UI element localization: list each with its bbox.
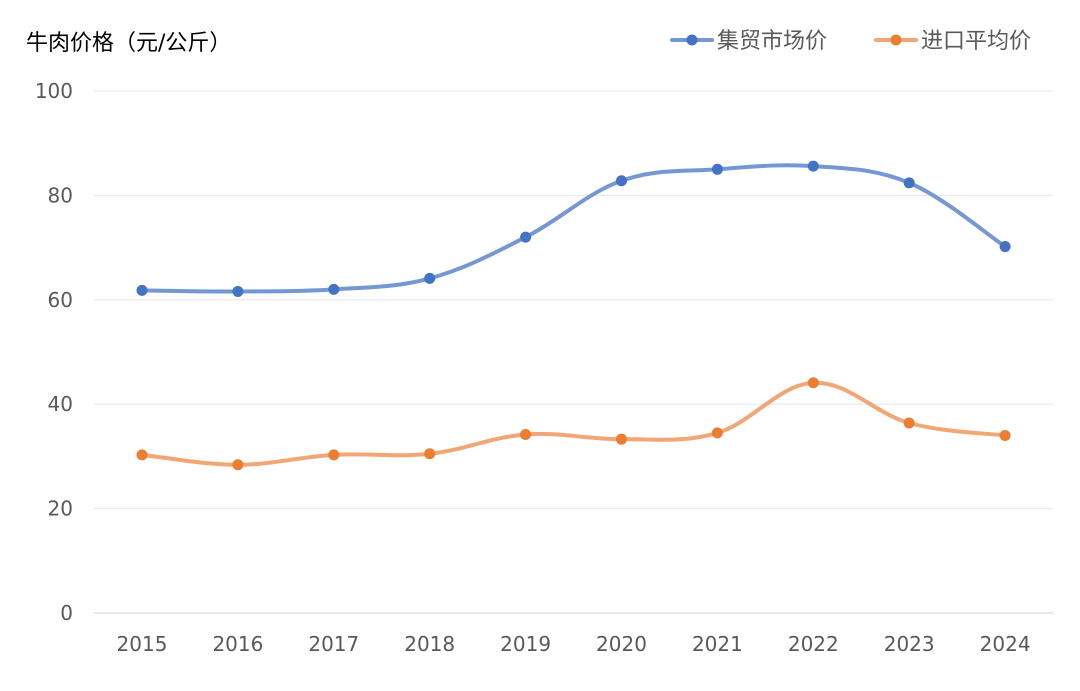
y-tick-label: 0	[60, 601, 73, 625]
series-line-1	[140, 163, 1008, 294]
legend: 集贸市场价 进口平均价	[670, 29, 1031, 54]
x-tick-label: 2019	[500, 632, 551, 656]
data-point	[711, 427, 723, 439]
y-tick-label: 80	[48, 183, 73, 207]
x-tick-label: 2017	[308, 632, 359, 656]
data-point	[424, 272, 436, 284]
data-point	[232, 459, 244, 471]
data-point	[136, 449, 148, 461]
x-tick-label: 2022	[788, 632, 839, 656]
data-point	[136, 284, 148, 296]
y-tick-label: 60	[48, 288, 73, 312]
data-points	[136, 160, 1011, 471]
data-point	[232, 285, 244, 297]
data-point	[807, 377, 819, 389]
data-point	[520, 428, 532, 440]
x-tick-label: 2023	[884, 632, 935, 656]
data-point	[999, 430, 1011, 442]
grid-lines	[94, 90, 1053, 510]
data-point	[328, 449, 340, 461]
data-point	[424, 448, 436, 460]
x-tick-label: 2024	[980, 632, 1031, 656]
x-tick-label: 2020	[596, 632, 647, 656]
legend-swatch-marker	[890, 34, 902, 46]
x-tick-label: 2015	[117, 632, 168, 656]
y-tick-label: 100	[35, 79, 73, 103]
data-point	[999, 241, 1011, 253]
series-line-2	[140, 380, 1008, 467]
series-lines	[140, 163, 1008, 467]
data-point	[711, 163, 723, 175]
axes: 0 20 40 60 80 100 2015 2016 2017 2018 2019 2020 2021…	[35, 79, 1053, 656]
data-point	[520, 231, 532, 243]
data-point	[616, 175, 627, 187]
data-point	[807, 160, 819, 172]
legend-swatch-marker	[686, 34, 698, 46]
x-tick-label: 2016	[212, 632, 263, 656]
data-point	[903, 417, 915, 429]
x-tick-label: 2021	[692, 632, 743, 656]
data-point	[616, 433, 627, 445]
data-point	[903, 177, 915, 189]
x-tick-label: 2018	[404, 632, 455, 656]
y-axis-label: 牛肉价格（元/公斤）	[26, 31, 231, 56]
y-tick-label: 40	[48, 392, 73, 416]
data-point	[328, 283, 340, 295]
legend-label: 集贸市场价	[717, 29, 827, 54]
y-tick-label: 20	[48, 497, 73, 521]
legend-label: 进口平均价	[921, 29, 1031, 54]
